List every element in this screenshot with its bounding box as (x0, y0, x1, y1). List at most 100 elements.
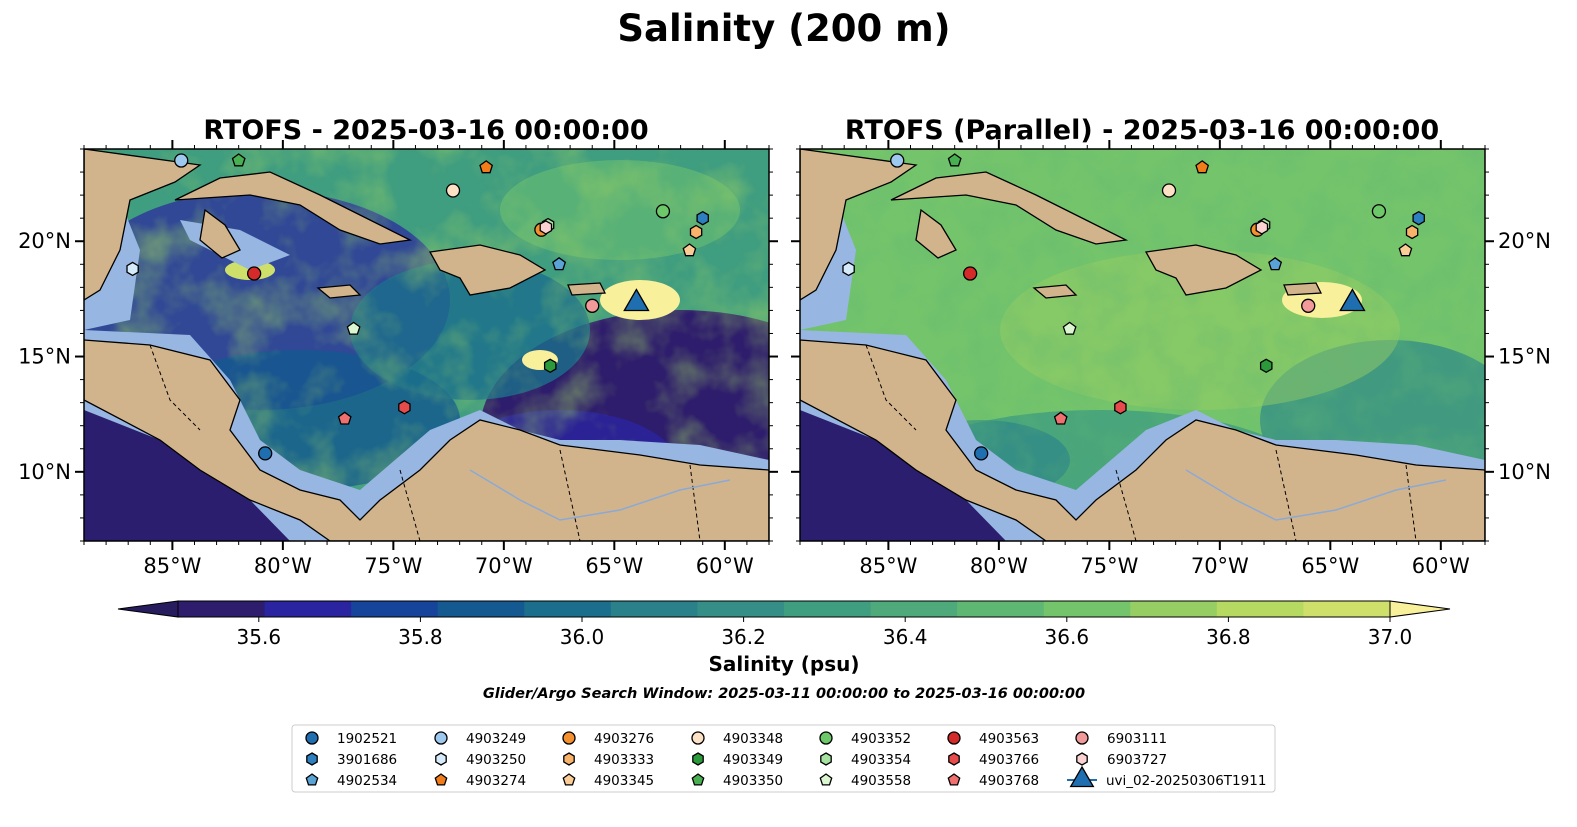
legend-item: 4903345 (562, 773, 654, 789)
legend-label: 4903249 (466, 731, 526, 747)
right-map (800, 149, 1485, 541)
float-4903563 (246, 266, 262, 281)
country-borders (865, 344, 1417, 541)
legend-box (291, 724, 1276, 793)
hispaniola (1144, 244, 1263, 296)
colorbar-level (524, 601, 612, 617)
puerto-rico (1283, 282, 1323, 296)
right-map-axes: 85°W 80°W 75°W 70°W 65°W 60°W 20°N 15°N 10°N (791, 140, 1551, 578)
y-tick-label: 15°N (1498, 345, 1551, 369)
float-4903250 (842, 261, 855, 277)
float-4903352 (1371, 204, 1387, 219)
float-4903348 (1161, 183, 1177, 198)
float-4903349 (543, 358, 557, 374)
float-4902534 (1268, 256, 1283, 271)
x-tick-label: 70°W (1191, 554, 1249, 578)
colorbar-tick-label: 36.2 (721, 625, 766, 649)
float-6903111 (1301, 298, 1316, 313)
legend-marker (1069, 765, 1095, 788)
legend-item: 4903352 (819, 731, 911, 747)
colorbar-tick-label: 36.6 (1045, 625, 1090, 649)
float-6903727 (539, 220, 553, 235)
legend-marker (1076, 752, 1088, 766)
legend-label: 3901686 (337, 752, 397, 768)
y-tick-label: 10°N (18, 460, 71, 484)
legend-label: 4903766 (979, 752, 1039, 768)
y-tick-label: 10°N (1498, 460, 1551, 484)
x-tick-label: 70°W (475, 554, 533, 578)
legend-item: 4903333 (563, 752, 654, 768)
legend-item: 4903558 (819, 773, 911, 789)
colorbar: 35.6 35.8 36.0 36.2 36.4 36.6 36.8 37.0 (117, 600, 1451, 649)
legend-marker (306, 752, 318, 766)
legend-marker (948, 752, 960, 766)
float-markers (842, 153, 1425, 461)
legend-item: 6903727 (1076, 752, 1167, 768)
legend-label: 4903350 (723, 773, 783, 789)
float-4903558 (1062, 321, 1077, 335)
float-4903768 (337, 411, 352, 425)
legend-item: 4903250 (435, 752, 526, 768)
x-tick-label: 65°W (585, 554, 643, 578)
x-tick-label: 75°W (1080, 554, 1138, 578)
colorbar-level (697, 601, 785, 617)
legend-item: 6903111 (1075, 731, 1167, 747)
legend-item: 4903563 (947, 731, 1039, 747)
y-tick-label: 20°N (18, 229, 71, 253)
rivers (469, 469, 731, 521)
float-4903348 (445, 183, 461, 198)
pacific-ocean (800, 410, 1006, 541)
float-4903249 (890, 153, 905, 168)
legend-label: 4903276 (594, 731, 654, 747)
legend-marker (435, 752, 447, 766)
float-6903727 (1255, 220, 1269, 235)
colorbar-tick-label: 36.4 (883, 625, 928, 649)
legend-label: 1902521 (337, 731, 397, 747)
float-4903249 (174, 153, 189, 168)
left-map-frame (83, 148, 770, 542)
colorbar-level (351, 601, 439, 617)
left-map (84, 149, 769, 541)
right-panel-title: RTOFS (Parallel) - 2025-03-16 00:00:00 (845, 115, 1439, 146)
float-4903558 (346, 321, 361, 335)
colorbar-extend-high (1389, 600, 1451, 618)
colorbar-level (1303, 601, 1391, 617)
legend-item: 4903274 (434, 773, 526, 789)
figure-title: Salinity (200 m) (617, 7, 950, 50)
legend-label: 4903348 (723, 731, 783, 747)
float-3901686 (1412, 210, 1425, 226)
legend-label: 4903250 (466, 752, 526, 768)
float-4903350 (231, 153, 246, 167)
legend-label: 4902534 (337, 773, 397, 789)
float-4903274 (479, 160, 494, 174)
legend-item: 4903766 (948, 752, 1039, 768)
right-map-frame (799, 148, 1486, 542)
hispaniola (428, 244, 547, 296)
x-tick-label: 85°W (143, 554, 201, 578)
colorbar-level (870, 601, 958, 617)
colorbar-level (957, 601, 1045, 617)
x-tick-label: 65°W (1301, 554, 1359, 578)
legend-marker (305, 731, 319, 745)
colorbar-level (1216, 601, 1304, 617)
colorbar-tick-label: 37.0 (1368, 625, 1413, 649)
float-uvi_02-20250306T1911 (1339, 288, 1366, 312)
legend-item: 1902521 (305, 731, 397, 747)
float-4903349 (1259, 358, 1273, 374)
legend-item: 4903354 (820, 752, 911, 768)
float-1902521 (258, 446, 273, 461)
legend-label: 4903768 (979, 773, 1039, 789)
y-tick-label: 20°N (1498, 229, 1551, 253)
land (84, 149, 769, 541)
legend-marker (305, 773, 319, 786)
float-4903345 (682, 243, 697, 257)
colorbar-tick-label: 36.8 (1206, 625, 1251, 649)
legend-item: uvi_02-20250306T1911 (1067, 765, 1266, 789)
float-4903768 (1053, 411, 1068, 425)
legend-marker (819, 731, 833, 745)
colorbar-level (784, 601, 872, 617)
legend-marker (691, 773, 705, 786)
colorbar-tick-label: 36.0 (560, 625, 605, 649)
legend-label: 6903111 (1107, 731, 1167, 747)
